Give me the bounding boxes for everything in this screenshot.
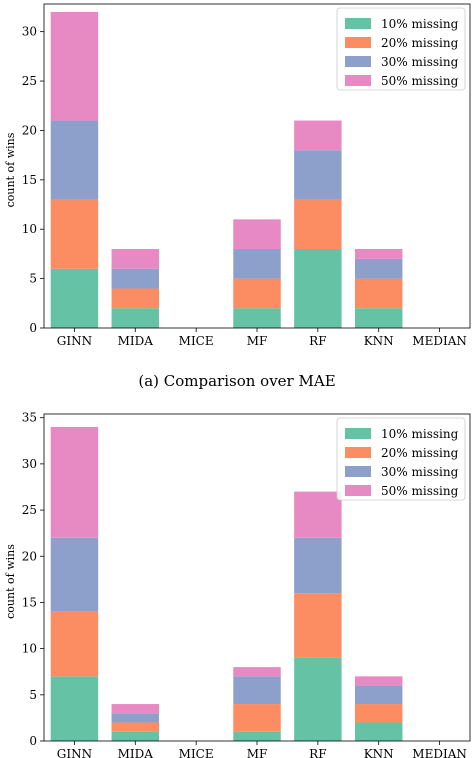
- bar-knn-50pct: [354, 676, 403, 686]
- bar-ginn-20pct: [50, 611, 99, 677]
- bar-mf-10pct: [233, 308, 281, 328]
- x-tick-label: MIDA: [118, 334, 154, 348]
- y-tick-label: 10: [22, 642, 37, 656]
- y-tick-label: 30: [22, 25, 37, 39]
- bar-mida-50pct: [111, 248, 160, 269]
- bar-knn-20pct: [354, 278, 403, 309]
- y-tick-label: 5: [29, 272, 37, 286]
- x-tick-label: MEDIAN: [412, 334, 467, 348]
- bar-rf-10pct: [294, 248, 342, 328]
- bar-rf-30pct: [294, 537, 342, 594]
- x-tick-label: KNN: [364, 747, 394, 758]
- y-tick-label: 0: [29, 321, 37, 335]
- y-tick-label: 20: [22, 549, 37, 563]
- bar-ginn-50pct: [50, 426, 99, 538]
- legend-swatch: [345, 447, 371, 458]
- legend-label: 30% missing: [381, 55, 459, 69]
- y-tick-label: 15: [22, 173, 37, 187]
- bar-mf-10pct: [233, 731, 281, 741]
- bar-knn-10pct: [354, 308, 403, 328]
- y-tick-label: 25: [22, 503, 37, 517]
- legend-label: 20% missing: [381, 446, 459, 460]
- y-tick-label: 35: [22, 411, 37, 425]
- bar-mf-30pct: [233, 676, 281, 705]
- bars: [50, 11, 403, 328]
- x-tick-label: MF: [247, 747, 268, 758]
- bar-mida-30pct: [111, 268, 160, 289]
- legend: 10% missing 20% missing 30% missing 50% mis…: [336, 417, 466, 501]
- x-tick-label: MIDA: [118, 747, 154, 758]
- bar-rf-50pct: [294, 491, 342, 538]
- bars: [50, 426, 403, 741]
- bar-knn-30pct: [354, 685, 403, 705]
- bar-mida-10pct: [111, 308, 160, 328]
- legend-label: 30% missing: [381, 465, 459, 479]
- x-tick-label: MICE: [179, 747, 214, 758]
- x-tick-label: MEDIAN: [412, 747, 467, 758]
- legend-label: 50% missing: [381, 484, 459, 498]
- x-tick-label: MICE: [179, 334, 214, 348]
- y-axis-label: count of wins: [4, 132, 17, 207]
- y-tick-label: 0: [29, 734, 37, 748]
- bar-mida-50pct: [111, 704, 160, 714]
- bar-mf-50pct: [233, 219, 281, 249]
- legend-swatch: [345, 37, 371, 48]
- bar-mida-10pct: [111, 731, 160, 741]
- bar-knn-30pct: [354, 258, 403, 279]
- chart-caption: (a) Comparison over MAE: [138, 372, 335, 390]
- legend-label: 20% missing: [381, 36, 459, 50]
- bar-mf-30pct: [233, 248, 281, 279]
- legend-swatch: [345, 18, 371, 29]
- legend-label: 10% missing: [381, 427, 459, 441]
- y-tick-label: 5: [29, 688, 37, 702]
- bar-mida-30pct: [111, 713, 160, 723]
- x-tick-label: GINN: [57, 334, 92, 348]
- legend-label: 10% missing: [381, 17, 459, 31]
- bar-ginn-30pct: [50, 537, 99, 612]
- legend-swatch: [345, 75, 371, 86]
- legend-swatch: [345, 485, 371, 496]
- bar-mf-20pct: [233, 278, 281, 309]
- bar-rf-50pct: [294, 120, 342, 151]
- bar-ginn-10pct: [50, 268, 99, 328]
- bar-rf-10pct: [294, 657, 342, 741]
- bar-ginn-20pct: [50, 199, 99, 269]
- bar-knn-50pct: [354, 248, 403, 259]
- y-tick-label: 30: [22, 457, 37, 471]
- legend-swatch: [345, 466, 371, 477]
- legend: 10% missing 20% missing 30% missing 50% mis…: [336, 7, 466, 91]
- y-tick-label: 15: [22, 595, 37, 609]
- chart-1: 0 5 10 15 20 25 30 GINN MIDA MICE MF RF KNN MEDIAN cou…: [4, 3, 471, 390]
- bar-mida-20pct: [111, 722, 160, 732]
- bar-mf-20pct: [233, 704, 281, 732]
- bar-rf-30pct: [294, 150, 342, 200]
- x-tick-label: MF: [247, 334, 268, 348]
- bar-mf-50pct: [233, 667, 281, 677]
- x-tick-label: RF: [309, 334, 326, 348]
- bar-knn-10pct: [354, 722, 403, 741]
- bar-rf-20pct: [294, 593, 342, 658]
- legend-label: 50% missing: [381, 74, 459, 88]
- bar-ginn-10pct: [50, 676, 99, 741]
- y-tick-label: 10: [22, 222, 37, 236]
- x-tick-label: GINN: [57, 747, 92, 758]
- bar-ginn-30pct: [50, 120, 99, 200]
- legend-swatch: [345, 428, 371, 439]
- y-tick-label: 25: [22, 74, 37, 88]
- bar-mida-20pct: [111, 288, 160, 309]
- legend-swatch: [345, 56, 371, 67]
- chart-2: 0 5 10 15 20 25 30 35 GINN MIDA MICE MF RF KNN MEDIAN c…: [4, 411, 471, 758]
- x-tick-label: RF: [309, 747, 326, 758]
- x-tick-label: KNN: [364, 334, 394, 348]
- y-tick-label: 20: [22, 123, 37, 137]
- y-axis-label: count of wins: [4, 544, 17, 619]
- bar-knn-20pct: [354, 704, 403, 723]
- bar-rf-20pct: [294, 199, 342, 249]
- bar-ginn-50pct: [50, 11, 99, 121]
